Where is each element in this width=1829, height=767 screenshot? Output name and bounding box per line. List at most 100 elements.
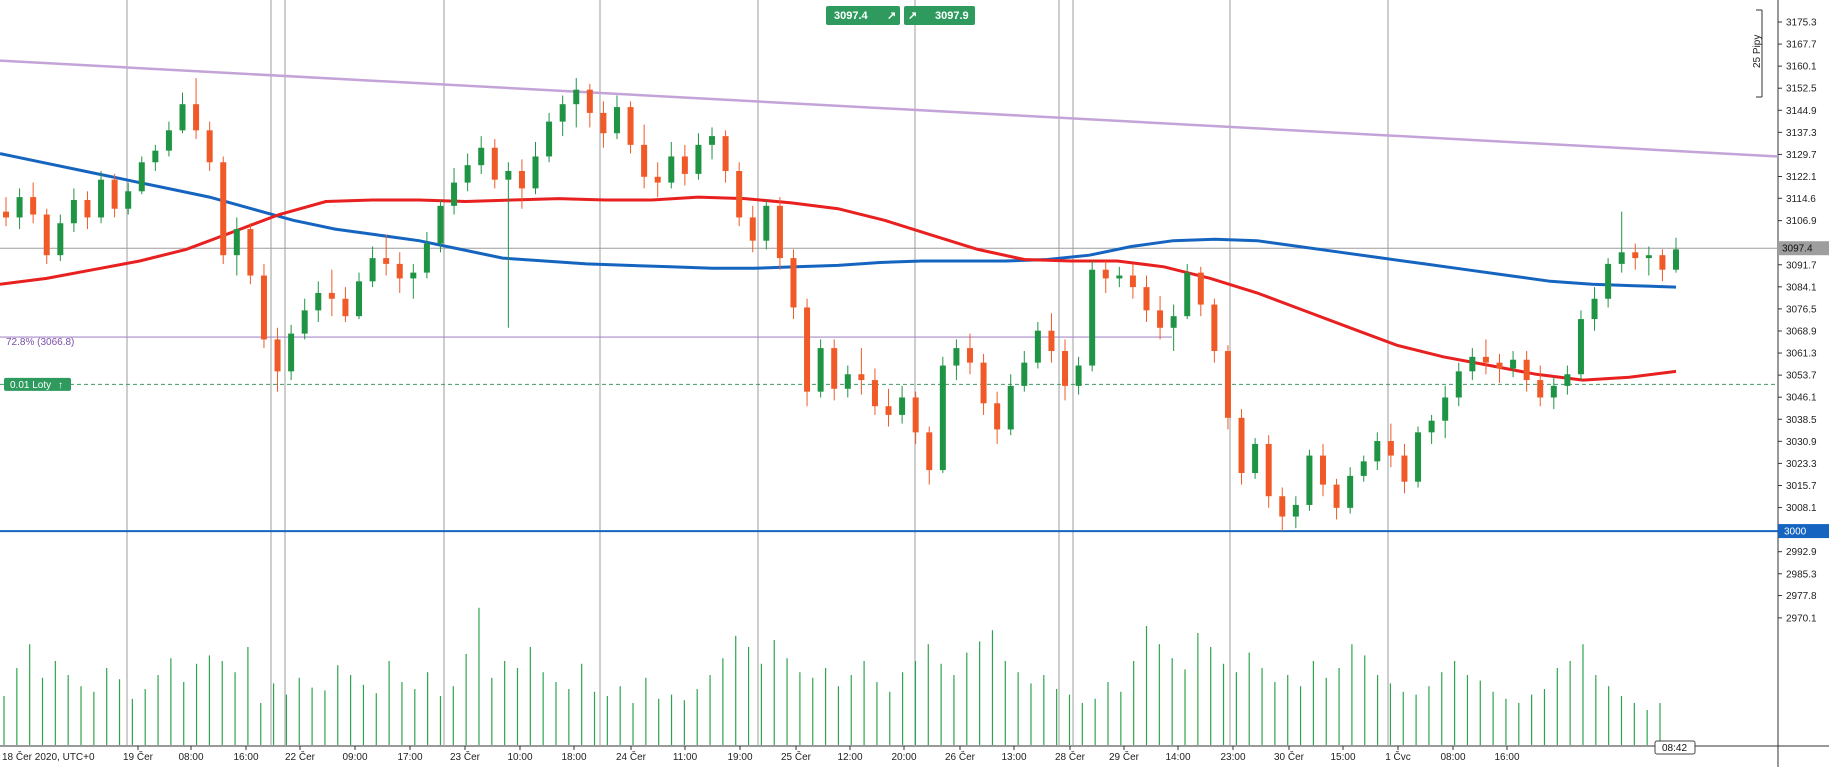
- candle: [1075, 356, 1082, 395]
- y-tick-label: 3091.7: [1786, 260, 1817, 271]
- candle-body: [260, 275, 267, 340]
- candle-body: [1157, 310, 1164, 328]
- candle: [1360, 455, 1367, 482]
- candle-body: [1496, 362, 1503, 369]
- candle: [328, 269, 335, 317]
- level-tag: 3000: [1778, 524, 1829, 539]
- y-tick-label: 3038.5: [1786, 415, 1817, 426]
- candle: [152, 144, 159, 171]
- candle-body: [1116, 275, 1123, 279]
- candle: [641, 124, 648, 189]
- candle: [1102, 260, 1109, 293]
- candle-body: [559, 104, 566, 122]
- trendline[interactable]: [0, 59, 1779, 158]
- candle-body: [627, 107, 634, 145]
- candle: [763, 200, 770, 250]
- candle-body: [980, 362, 987, 404]
- x-tick-label: 26 Čer: [945, 750, 976, 763]
- candle: [491, 139, 498, 189]
- candle: [1279, 487, 1286, 532]
- candle: [1482, 339, 1489, 375]
- candle: [1007, 374, 1014, 436]
- candle-body: [30, 197, 37, 215]
- scale-bracket[interactable]: 25 Pipy: [1752, 9, 1763, 98]
- candle: [179, 92, 186, 134]
- candle-body: [1401, 455, 1408, 482]
- candle-body: [1252, 443, 1259, 473]
- candle-body: [1292, 504, 1299, 517]
- candle: [1238, 409, 1245, 485]
- candle-body: [43, 214, 50, 256]
- candle: [1184, 263, 1191, 320]
- level-tag-bg: [1778, 524, 1829, 539]
- y-tick-label: 3144.9: [1786, 106, 1817, 117]
- y-tick-label: 3137.3: [1786, 128, 1817, 139]
- x-tick-label: 25 Čer: [781, 750, 812, 763]
- candle: [410, 263, 417, 299]
- x-tick-label: 09:00: [342, 752, 367, 763]
- candle: [342, 287, 349, 322]
- candle-body: [966, 348, 973, 363]
- candle-body: [206, 130, 213, 163]
- candle-body: [57, 223, 64, 256]
- candle: [1550, 377, 1557, 410]
- position-badge[interactable]: 0.01 Loty ↑: [4, 377, 71, 391]
- candle: [1415, 426, 1422, 488]
- candle-body: [288, 333, 295, 372]
- y-tick-label: 3175.3: [1786, 18, 1817, 29]
- candle-body: [1374, 441, 1381, 462]
- x-tick-label: 12:00: [837, 752, 862, 763]
- candle: [1306, 449, 1313, 511]
- candle: [1252, 438, 1259, 479]
- buy-button-bg: [904, 6, 975, 25]
- candle: [831, 339, 838, 401]
- candle-body: [1129, 275, 1136, 288]
- buy-button[interactable]: ↗ 3097.9: [904, 6, 975, 25]
- candle: [43, 208, 50, 264]
- candle-body: [1279, 496, 1286, 517]
- candle-body: [532, 156, 539, 189]
- candle: [1062, 339, 1069, 401]
- candle-body: [220, 162, 227, 256]
- candle-body: [817, 348, 824, 392]
- y-tick-label: 3030.9: [1786, 437, 1817, 448]
- x-tick-label: 23 Čer: [450, 750, 481, 763]
- x-tick-label: 20:00: [891, 752, 916, 763]
- candle-body: [586, 89, 593, 113]
- candle-body: [1645, 255, 1652, 259]
- candle: [1129, 263, 1136, 299]
- candle-body: [1102, 269, 1109, 279]
- candle: [953, 339, 960, 381]
- candle: [749, 205, 756, 253]
- candle: [1564, 365, 1571, 395]
- candle: [1211, 298, 1218, 363]
- x-tick-label: 24 Čer: [616, 750, 647, 763]
- candle-body: [1197, 272, 1204, 305]
- candle-body: [1510, 359, 1517, 369]
- candle: [70, 188, 77, 232]
- candle-body: [396, 263, 403, 279]
- sell-button[interactable]: 3097.4 ↗: [826, 6, 900, 25]
- x-tick-label: 15:00: [1330, 752, 1355, 763]
- candle: [966, 333, 973, 375]
- candle-body: [1347, 475, 1354, 508]
- candle: [1537, 365, 1544, 407]
- candle-body: [491, 147, 498, 180]
- candle-body: [1021, 362, 1028, 386]
- x-tick-label: 16:00: [1494, 752, 1519, 763]
- candle: [885, 388, 892, 427]
- candle-body: [1591, 298, 1598, 320]
- candle: [1265, 435, 1272, 508]
- moving-average-blue: [0, 152, 1677, 289]
- x-tick-label: 19:00: [727, 752, 752, 763]
- candle-body: [328, 292, 335, 299]
- candle-body: [274, 339, 281, 372]
- volume-bars: [3, 607, 1661, 745]
- y-tick-label: 3046.1: [1786, 393, 1817, 404]
- candle: [600, 101, 607, 148]
- y-tick-label: 3061.3: [1786, 349, 1817, 360]
- candle: [220, 156, 227, 264]
- candle-body: [899, 397, 906, 415]
- candle: [804, 298, 811, 407]
